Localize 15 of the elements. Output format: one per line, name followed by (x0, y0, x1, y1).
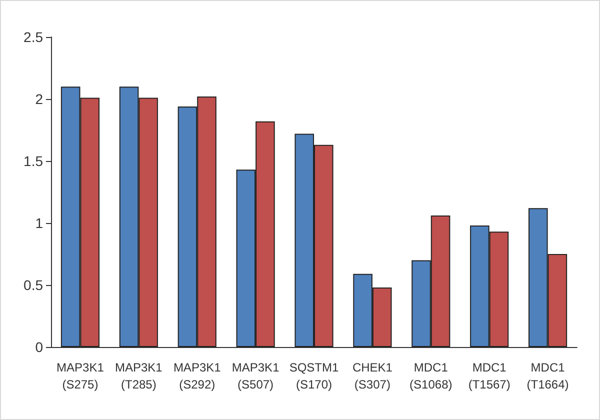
y-tick-label: 0 (35, 339, 44, 355)
x-tick-label: MAP3K1 (S275) (56, 360, 104, 392)
y-tick-label: 2 (35, 91, 44, 107)
y-tick-label: 1.5 (24, 153, 44, 169)
x-tick-label: MAP3K1 (S292) (173, 360, 222, 392)
x-tick-label: MDC1 (T1664) (526, 360, 569, 392)
y-tick-label: 1 (35, 215, 44, 231)
x-tick-label: MAP3K1 (T285) (114, 360, 163, 392)
y-tick-label: 0.5 (24, 277, 44, 293)
x-tick-label: MDC1 (S1068) (410, 360, 452, 392)
x-tick-label: SQSTM1 (S170) (289, 360, 339, 392)
x-tick-label: CHEK1 (S307) (352, 360, 393, 392)
x-tick-label: MAP3K1 (S507) (232, 360, 280, 392)
y-tick-label: 2.5 (24, 29, 44, 45)
x-tick-label: MDC1 (T1567) (468, 360, 510, 392)
